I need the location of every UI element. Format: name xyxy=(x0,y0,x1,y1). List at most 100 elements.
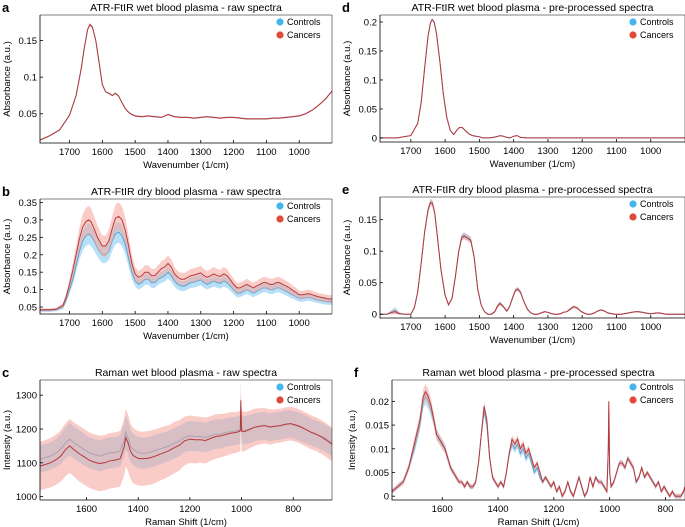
cancers-mean-line xyxy=(392,390,685,498)
legend: Controls Cancers xyxy=(629,199,674,222)
chart-title: ATR-FtIR wet blood plasma - pre-processe… xyxy=(412,2,654,14)
y-tick-label: 0.05 xyxy=(19,109,38,120)
x-tick-label: 1600 xyxy=(432,504,453,515)
chart-title: ATR-FtIR wet blood plasma - raw spectra xyxy=(90,2,282,14)
chart-title: Raman wet blood plasma - raw spectra xyxy=(95,367,277,379)
cancers-legend-label: Cancers xyxy=(640,395,674,405)
cancers-spread-band xyxy=(40,380,332,492)
controls-legend-marker xyxy=(629,200,637,208)
x-tick-label: 1400 xyxy=(128,504,149,515)
cancers-mean-line xyxy=(40,23,332,141)
axis-frame-top-right xyxy=(380,14,685,142)
x-tick-label: 1500 xyxy=(469,322,490,333)
cancers-mean-line xyxy=(380,18,685,139)
y-tick-label: 0.15 xyxy=(359,46,378,57)
cancers-legend-label: Cancers xyxy=(287,395,321,405)
y-tick-label: 0.3 xyxy=(24,215,37,226)
cancers-mean-line xyxy=(40,400,332,467)
x-tick-label: 1100 xyxy=(606,322,626,333)
axis-frame-top-right xyxy=(40,14,333,143)
y-tick-label: 1200 xyxy=(16,425,37,436)
x-tick-label: 1000 xyxy=(640,322,661,333)
controls-legend-marker xyxy=(276,18,284,26)
cancers-legend-marker xyxy=(629,213,637,221)
cancers-legend-marker xyxy=(629,31,637,39)
x-tick-label: 1000 xyxy=(640,146,661,157)
axis-frame xyxy=(391,380,685,501)
y-axis-label: Absorbance (a.u.) xyxy=(2,219,13,295)
legend: Controls Cancers xyxy=(629,382,674,405)
y-tick-label: 0.05 xyxy=(19,303,38,314)
cancers-legend-label: Cancers xyxy=(287,214,321,224)
y-axis-label: Absorbance (a.u.) xyxy=(2,41,13,117)
panel-letter: a xyxy=(2,0,10,15)
x-tick-label: 1600 xyxy=(76,504,97,515)
axis-frame xyxy=(39,15,332,144)
panel-letter: d xyxy=(342,0,350,15)
chart-panel-e: e ATR-FtIR dry blood plasma - pre-process… xyxy=(342,182,685,346)
y-tick-label: 0 xyxy=(372,133,377,144)
y-tick-label: 0.005 xyxy=(365,468,389,479)
x-tick-label: 1100 xyxy=(256,147,276,158)
plot-area xyxy=(40,202,332,312)
chart-panel-a: a ATR-FtIR wet blood plasma - raw spectra… xyxy=(2,0,333,171)
x-tick-label: 1400 xyxy=(487,504,508,515)
axis-frame xyxy=(39,380,332,501)
y-tick-label: 0.1 xyxy=(24,73,37,84)
axis-frame xyxy=(379,197,685,319)
x-axis-label: Wavenumber (1/cm) xyxy=(143,160,229,171)
y-tick-label: 0.15 xyxy=(359,215,378,226)
chart-panel-b: b ATR-FtIR dry blood plasma - raw spectra… xyxy=(2,184,333,342)
axis-frame-top-right xyxy=(40,379,333,500)
y-tick-label: 1300 xyxy=(16,391,37,402)
y-axis-label: Absorbance (a.u.) xyxy=(342,220,353,296)
cancers-spread-band xyxy=(40,23,332,141)
cancers-mean-line xyxy=(380,202,685,315)
x-tick-label: 1000 xyxy=(289,318,310,329)
controls-legend-label: Controls xyxy=(640,382,674,392)
axis-frame-top-right xyxy=(392,379,685,500)
x-tick-label: 1200 xyxy=(223,147,244,158)
controls-legend-marker xyxy=(276,202,284,210)
x-axis-label: Raman Shift (1/cm) xyxy=(498,517,580,527)
x-axis-label: Wavenumber (1/cm) xyxy=(490,159,576,170)
y-tick-label: 0.25 xyxy=(19,233,38,244)
controls-legend-label: Controls xyxy=(640,17,674,27)
y-tick-label: 0.1 xyxy=(24,285,37,296)
chart-panel-d: d ATR-FtIR wet blood plasma - pre-process… xyxy=(342,0,685,170)
chart-title: ATR-FtIR dry blood plasma - raw spectra xyxy=(91,186,281,198)
y-tick-label: 0.2 xyxy=(24,250,37,261)
x-tick-label: 1300 xyxy=(190,147,211,158)
cancers-legend-label: Cancers xyxy=(287,30,321,40)
x-tick-label: 1500 xyxy=(125,318,146,329)
y-tick-label: 0.01 xyxy=(371,444,390,455)
x-tick-label: 1000 xyxy=(231,504,252,515)
y-tick-label: 0.1 xyxy=(364,75,377,86)
x-tick-label: 1600 xyxy=(435,322,456,333)
x-tick-label: 1200 xyxy=(572,146,593,157)
chart-title: Raman wet blood plasma - pre-processed s… xyxy=(422,367,654,379)
controls-legend-marker xyxy=(629,18,637,26)
y-tick-label: 0.05 xyxy=(359,104,378,115)
x-tick-label: 1600 xyxy=(92,318,113,329)
y-tick-label: 0.2 xyxy=(364,17,377,28)
x-tick-label: 1100 xyxy=(606,146,626,157)
x-tick-label: 1200 xyxy=(223,318,244,329)
controls-spread-band xyxy=(40,23,332,141)
x-axis-label: Wavenumber (1/cm) xyxy=(490,335,576,346)
controls-legend-label: Controls xyxy=(640,199,674,209)
controls-legend-label: Controls xyxy=(287,17,321,27)
panel-letter: e xyxy=(342,182,349,197)
cancers-legend-marker xyxy=(276,396,284,404)
x-tick-label: 1000 xyxy=(289,147,310,158)
controls-legend-label: Controls xyxy=(287,201,321,211)
x-tick-label: 1700 xyxy=(59,318,80,329)
panel-letter: b xyxy=(2,184,10,199)
legend: Controls Cancers xyxy=(629,17,674,40)
x-tick-label: 1300 xyxy=(190,318,211,329)
cancers-mean-line xyxy=(40,215,332,311)
y-axis-label: Intensity (a.u.) xyxy=(347,410,358,470)
controls-spread-band xyxy=(392,389,685,499)
controls-legend-label: Controls xyxy=(287,382,321,392)
